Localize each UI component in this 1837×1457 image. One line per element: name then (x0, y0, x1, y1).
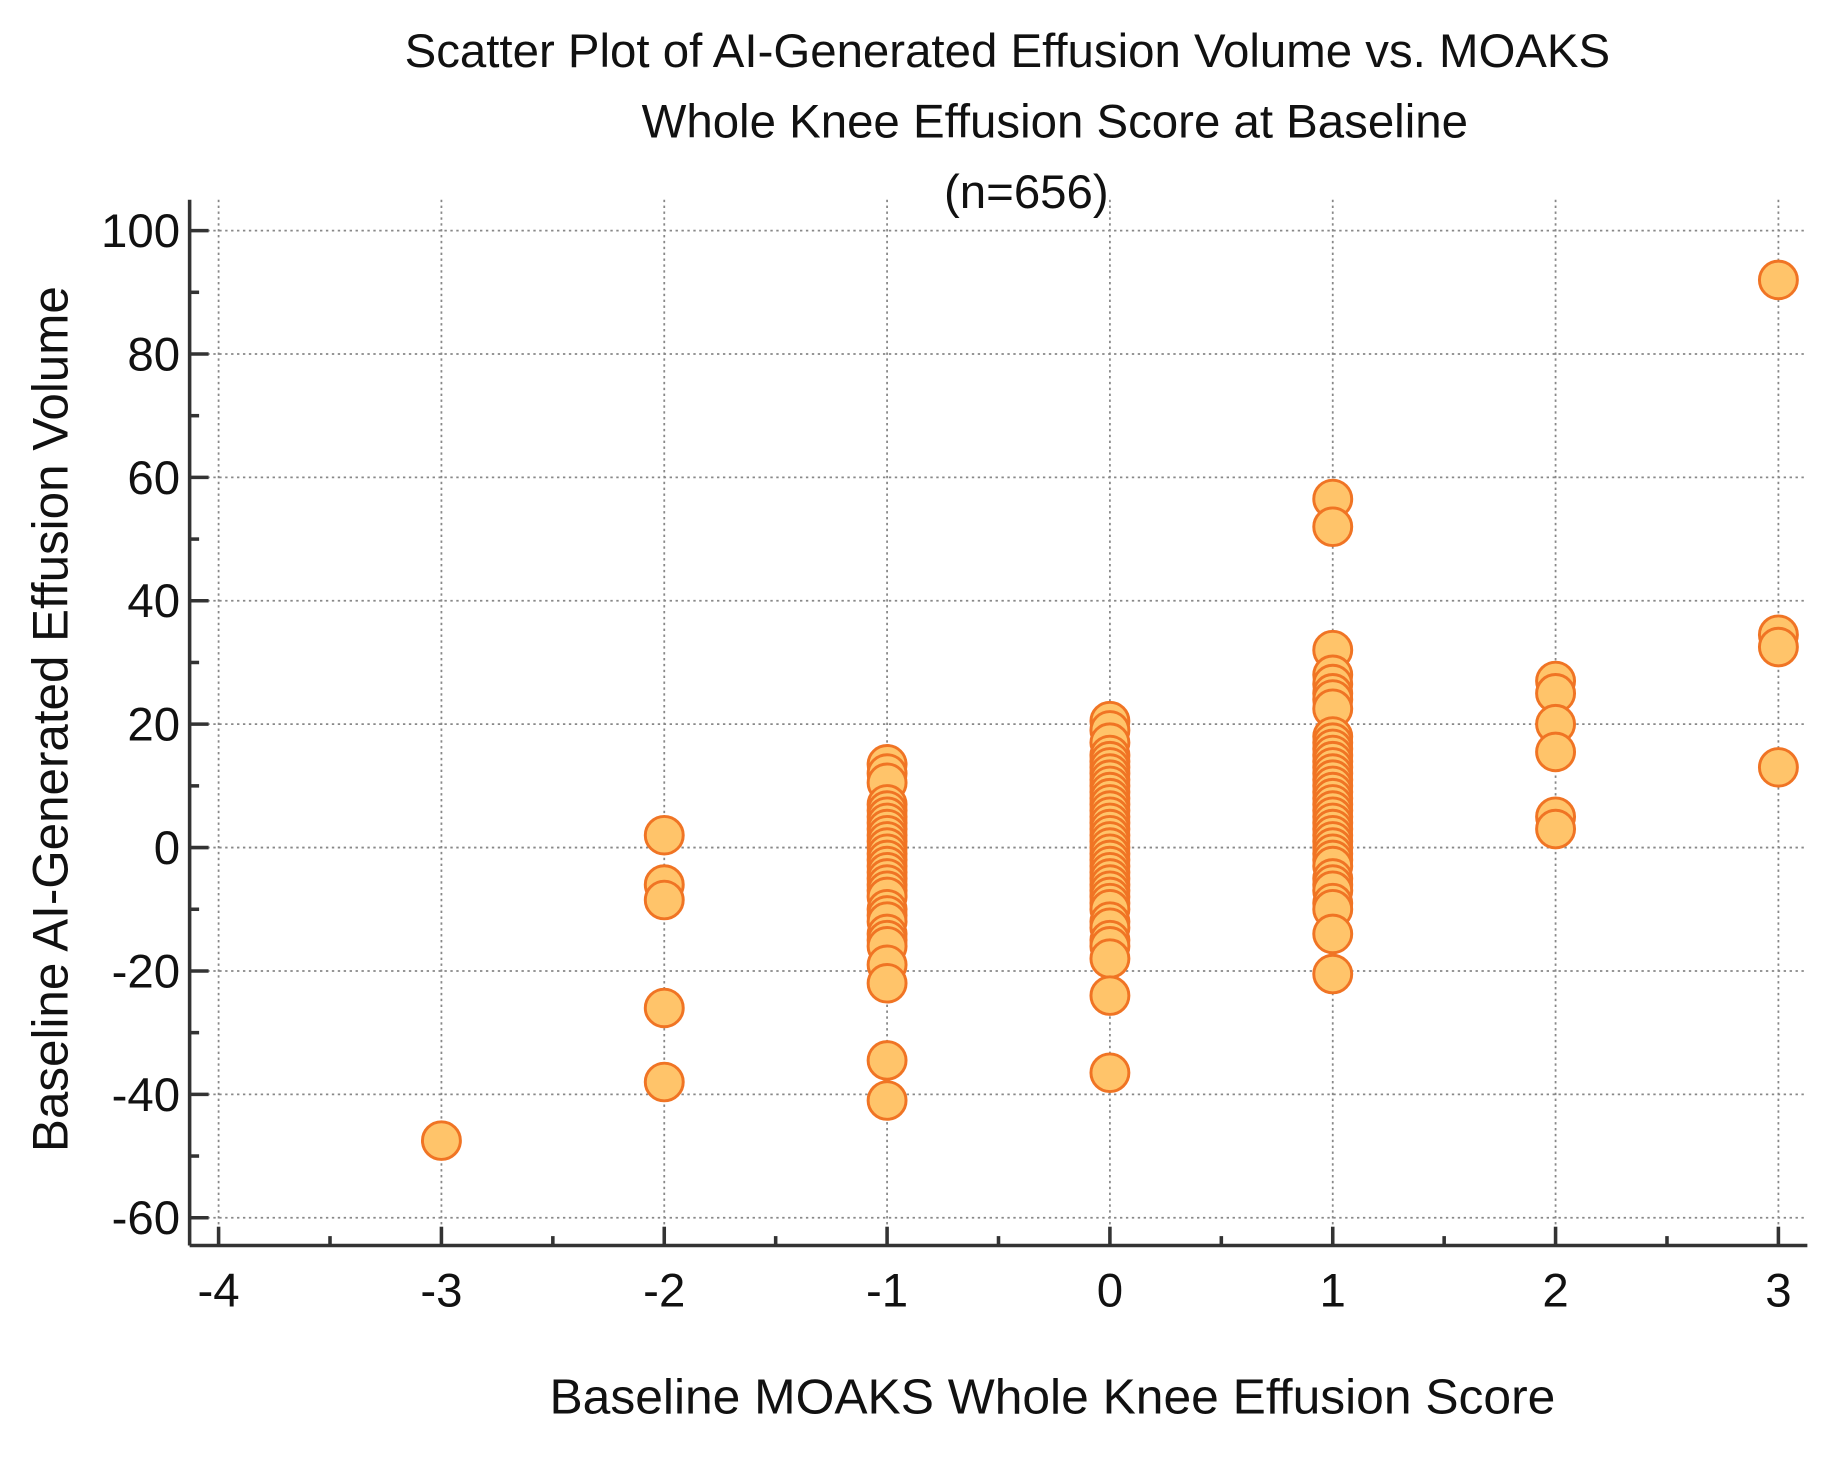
y-tick-label: 0 (154, 822, 180, 875)
point (1312, 913, 1354, 955)
point (1089, 975, 1131, 1016)
y-axis-label: Baseline AI-Generated Effusion Volume (22, 286, 78, 1152)
point (866, 1040, 908, 1081)
x-tick-label: 3 (1765, 1265, 1791, 1318)
point (1089, 1052, 1131, 1094)
point (1312, 953, 1354, 995)
x-axis-label: Baseline MOAKS Whole Knee Effusion Score (549, 1369, 1555, 1425)
x-tick-label: -4 (198, 1265, 240, 1318)
point (1535, 808, 1577, 850)
y-tick-label: 100 (101, 205, 180, 258)
x-tick-label: 0 (1097, 1265, 1123, 1318)
chart-title: Whole Knee Effusion Score at Baseline (642, 96, 1468, 149)
x-tick-label: -1 (866, 1265, 908, 1318)
x-tick-label: 1 (1320, 1265, 1346, 1318)
y-tick-label: 80 (127, 329, 180, 382)
y-tick-label: -20 (112, 946, 180, 999)
x-tick-label: 2 (1542, 1265, 1568, 1318)
x-tick-label: -2 (643, 1265, 685, 1318)
point (1757, 259, 1799, 301)
point (1757, 747, 1799, 788)
x-tick-label: -3 (420, 1265, 462, 1318)
point (643, 879, 685, 921)
point (1089, 938, 1131, 979)
y-tick-label: 60 (127, 452, 180, 505)
point (643, 987, 685, 1029)
point (420, 1120, 462, 1161)
point (643, 814, 685, 856)
point (1757, 626, 1799, 668)
chart-title: Scatter Plot of AI-Generated Effusion Vo… (405, 25, 1611, 78)
point (1535, 731, 1577, 773)
point (643, 1061, 685, 1103)
y-tick-label: -40 (112, 1069, 180, 1122)
point (866, 1080, 908, 1121)
y-tick-label: 20 (127, 699, 180, 752)
chart-title: (n=656) (944, 166, 1109, 219)
point (1312, 506, 1354, 548)
y-tick-label: 40 (127, 575, 180, 628)
y-tick-label: -60 (112, 1192, 180, 1245)
point (866, 963, 908, 1004)
